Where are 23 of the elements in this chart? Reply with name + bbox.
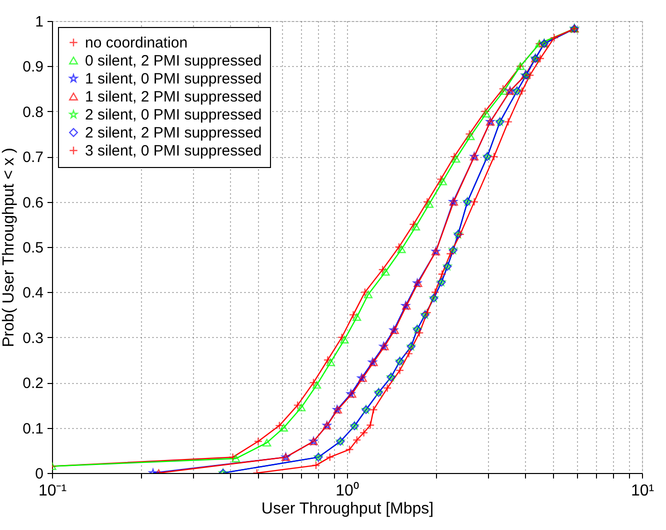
y-tick-label: 0.6	[22, 194, 44, 212]
y-tick-label: 0.9	[22, 58, 44, 76]
legend-label: no coordination	[85, 34, 188, 52]
legend-label: 1 silent, 2 PMI suppressed	[85, 88, 262, 106]
y-tick-label: 0.3	[22, 330, 44, 347]
x-tick-label: 10⁰	[336, 482, 360, 500]
y-tick-label: 0.5	[22, 240, 44, 256]
x-axis-title: User Throughput [Mbps]	[261, 500, 434, 518]
legend-label: 2 silent, 0 PMI suppressed	[85, 106, 262, 124]
y-tick-label: 0.4	[22, 284, 44, 302]
x-tick-label: 10⁻¹	[38, 482, 67, 500]
y-tick-label: 1	[35, 14, 44, 30]
y-tick-label: 0	[35, 466, 44, 482]
y-tick-label: 0.8	[22, 104, 44, 121]
legend-label: 2 silent, 2 PMI suppressed	[85, 124, 262, 142]
y-tick-label: 0.7	[22, 149, 44, 166]
y-tick-label: 0.1	[22, 420, 44, 438]
legend-label: 0 silent, 2 PMI suppressed	[85, 52, 262, 70]
legend-label: 3 silent, 0 PMI suppressed	[85, 142, 262, 160]
y-axis-title: Prob( User Throughput < x )	[0, 148, 18, 348]
legend-label: 1 silent, 0 PMI suppressed	[85, 70, 262, 88]
x-tick-label: 10¹	[630, 482, 654, 500]
y-tick-label: 0.2	[22, 375, 44, 392]
